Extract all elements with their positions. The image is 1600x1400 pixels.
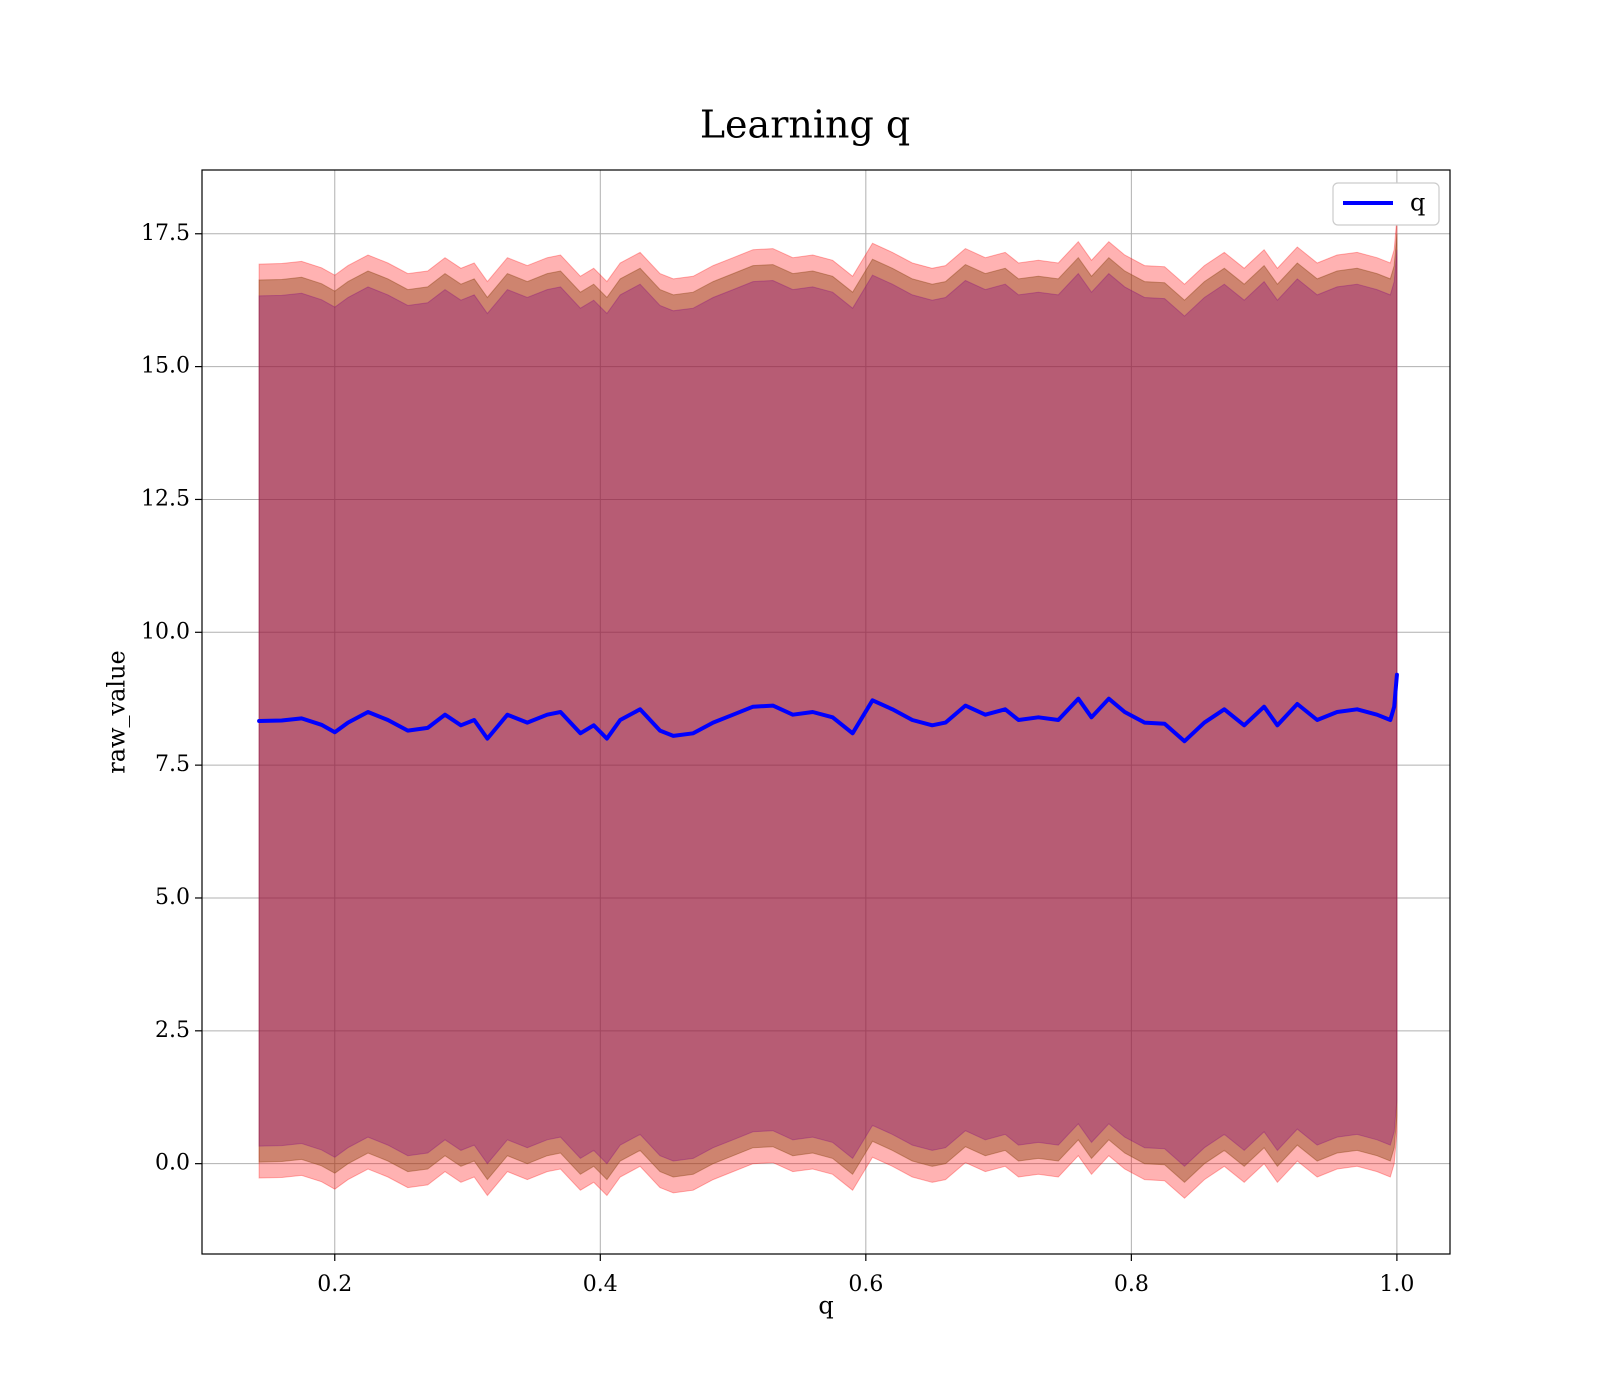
confidence-bands (258, 217, 1398, 1199)
x-tick-label-4: 1.0 (1379, 1272, 1414, 1297)
x-axis-ticks: 0.2 0.4 0.6 0.8 1.0 (317, 1254, 1414, 1297)
y-tick-label-6: 15.0 (141, 354, 190, 379)
y-axis-label: raw_value (103, 650, 131, 774)
band-inner (258, 249, 1398, 1167)
chart-title: Learning q (700, 103, 910, 147)
x-tick-label-3: 0.8 (1114, 1272, 1149, 1297)
y-tick-label-2: 5.0 (155, 885, 190, 910)
x-tick-label-2: 0.6 (848, 1272, 883, 1297)
y-tick-label-1: 2.5 (155, 1018, 190, 1043)
y-tick-label-3: 7.5 (155, 752, 190, 777)
legend: q (1332, 182, 1440, 226)
band-outer (258, 217, 1398, 1199)
band-middle (258, 233, 1398, 1183)
x-tick-label-1: 0.4 (583, 1272, 618, 1297)
plot-frame (201, 169, 1451, 1255)
legend-label-q: q (1410, 189, 1425, 217)
series-lines (257, 672, 1399, 744)
x-tick-label-0: 0.2 (317, 1272, 352, 1297)
plot-area (202, 170, 1450, 1254)
y-tick-label-5: 12.5 (141, 486, 190, 511)
y-tick-label-7: 17.5 (141, 221, 190, 246)
y-tick-label-0: 0.0 (155, 1151, 190, 1176)
series-line-q (257, 672, 1399, 744)
x-axis-label: q (818, 1292, 833, 1320)
y-tick-label-4: 10.0 (141, 619, 190, 644)
y-axis-ticks: 0.0 2.5 5.0 7.5 10.0 12.5 15.0 17.5 (141, 221, 202, 1176)
